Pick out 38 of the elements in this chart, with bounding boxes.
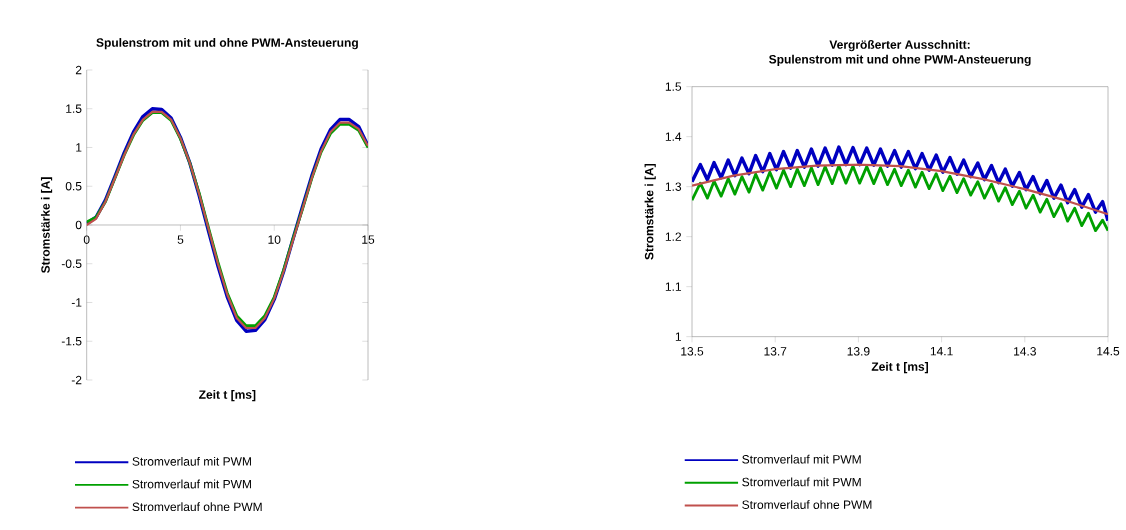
y-tick-label: -1.5 (61, 337, 82, 346)
x-axis-title: Zeit t [ms] (871, 362, 928, 374)
x-tick-label: 14.5 (1097, 347, 1120, 356)
y-tick-label: -0.5 (61, 259, 82, 268)
x-tick-label: 0 (83, 235, 90, 244)
y-tick-label: 1.5 (665, 82, 682, 91)
legend-label: Stromverlauf mit PWM (742, 477, 861, 487)
y-tick-label: -2 (71, 375, 82, 385)
x-tick-label: 13.5 (681, 347, 704, 356)
legend-label: Stromverlauf mit PWM (742, 454, 861, 464)
x-axis-title: Zeit t [ms] (199, 390, 256, 402)
x-tick-label: 13.9 (847, 347, 870, 356)
x-tick-label: 10 (268, 235, 281, 244)
y-axis-title: Stromstärke i [A] (644, 164, 656, 260)
x-tick-label: 14.3 (1014, 347, 1036, 356)
y-tick-label: 1.5 (66, 104, 82, 113)
chart-title: Vergrößerter Ausschnitt: (829, 40, 970, 52)
legend-label: Stromverlauf ohne PWM (742, 500, 872, 509)
y-tick-label: 2 (75, 65, 82, 75)
y-tick-label: 1.2 (665, 232, 681, 241)
x-tick-label: 15 (362, 235, 375, 244)
legend-label: Stromverlauf mit PWM (132, 456, 251, 466)
y-tick-label: -1 (71, 298, 82, 307)
y-axis-title: Stromstärke i [A] (40, 177, 53, 273)
y-tick-label: 0.5 (65, 181, 82, 191)
chart-subtitle: Spulenstrom mit und ohne PWM-Ansteuerung (769, 54, 1031, 66)
x-tick-label: 13.7 (764, 347, 787, 356)
y-tick-label: 1.1 (665, 282, 682, 291)
chart-title: Spulenstrom mit und ohne PWM-Ansteuerung (96, 38, 358, 50)
y-tick-label: 0 (75, 220, 82, 230)
y-tick-label: 1 (76, 143, 82, 152)
y-tick-label: 1.4 (665, 132, 682, 141)
legend-label: Stromverlauf ohne PWM (132, 502, 262, 512)
x-tick-label: 14.1 (930, 347, 953, 356)
y-tick-label: 1 (675, 332, 682, 341)
legend-label: Stromverlauf mit PWM (132, 479, 251, 489)
x-tick-label: 5 (177, 235, 184, 244)
y-tick-label: 1.3 (665, 182, 682, 191)
